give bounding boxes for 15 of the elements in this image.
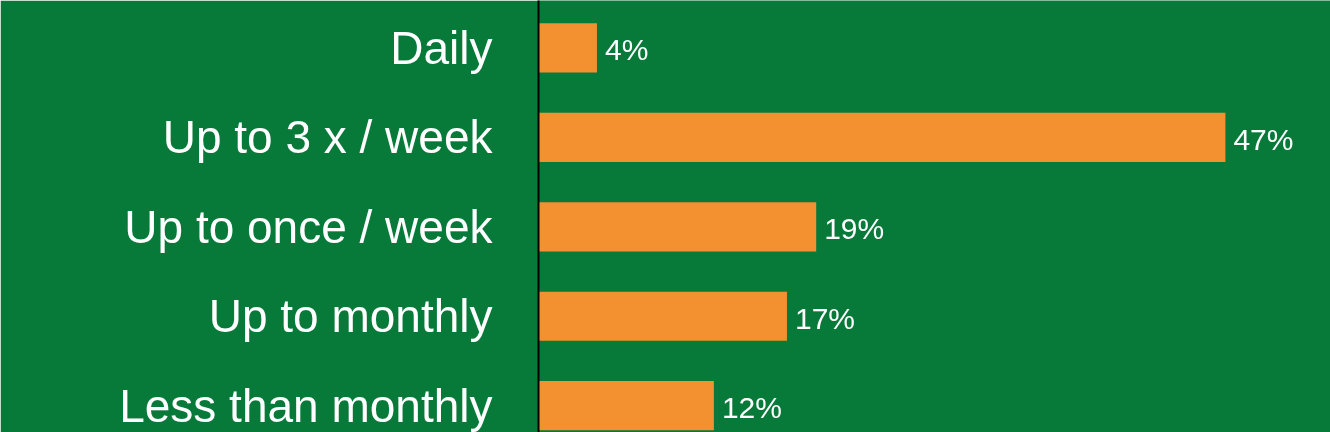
y-tick-label: Daily <box>390 21 493 74</box>
bar <box>538 112 1226 162</box>
bar <box>538 202 817 252</box>
y-tick-label: Up to once / week <box>124 200 494 253</box>
bar <box>538 23 597 73</box>
y-tick-label: Up to 3 x / week <box>162 111 494 164</box>
bar <box>538 291 787 341</box>
data-label: 47% <box>1233 122 1294 156</box>
bar <box>538 381 714 431</box>
data-label: 19% <box>824 212 885 246</box>
data-label: 12% <box>721 391 782 425</box>
data-label: 17% <box>794 301 855 335</box>
y-tick-label: Up to monthly <box>208 290 493 343</box>
y-tick-label: Less than monthly <box>119 379 493 432</box>
data-label: 4% <box>604 33 649 67</box>
